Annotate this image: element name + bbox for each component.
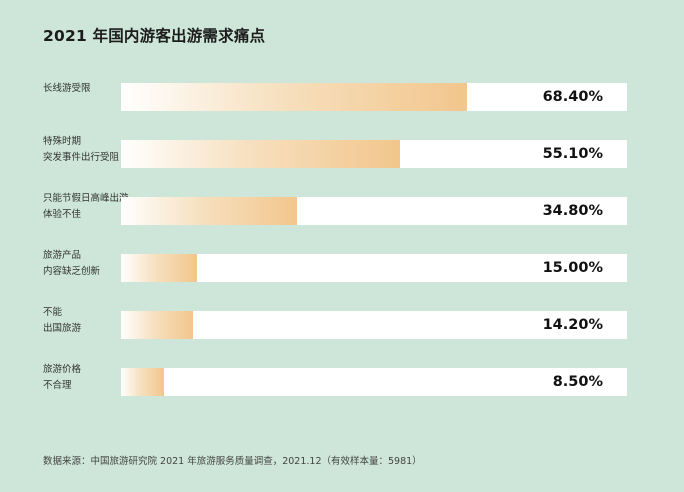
category-label: 旅游价格 不合理 [43, 364, 82, 391]
category-label: 长线游受限 [43, 83, 91, 94]
bar [121, 197, 297, 225]
value-label: 15.00% [542, 260, 603, 276]
category-label: 特殊时期 突发事件出行受阻 [43, 136, 120, 163]
category-label: 不能 出国旅游 [43, 307, 82, 334]
bar-track: 15.00% [121, 254, 627, 282]
value-label: 68.40% [542, 89, 603, 105]
bar [121, 311, 193, 339]
chart-title: 2021 年国内游客出游需求痛点 [43, 27, 266, 45]
value-label: 8.50% [552, 374, 603, 390]
bar [121, 368, 164, 396]
data-source-note: 数据来源：中国旅游研究院 2021 年旅游服务质量调查，2021.12（有效样本… [43, 456, 422, 467]
category-label: 旅游产品 内容缺乏创新 [43, 250, 101, 277]
bar-track: 55.10% [121, 140, 627, 168]
value-label: 34.80% [542, 203, 603, 219]
bar [121, 83, 467, 111]
bar-track: 68.40% [121, 83, 627, 111]
value-label: 14.20% [542, 317, 603, 333]
bar [121, 140, 400, 168]
category-label: 只能节假日高峰出游， 体验不佳 [43, 193, 139, 220]
bar-track: 34.80% [121, 197, 627, 225]
bar-track: 14.20% [121, 311, 627, 339]
bar [121, 254, 197, 282]
bar-track: 8.50% [121, 368, 627, 396]
value-label: 55.10% [542, 146, 603, 162]
